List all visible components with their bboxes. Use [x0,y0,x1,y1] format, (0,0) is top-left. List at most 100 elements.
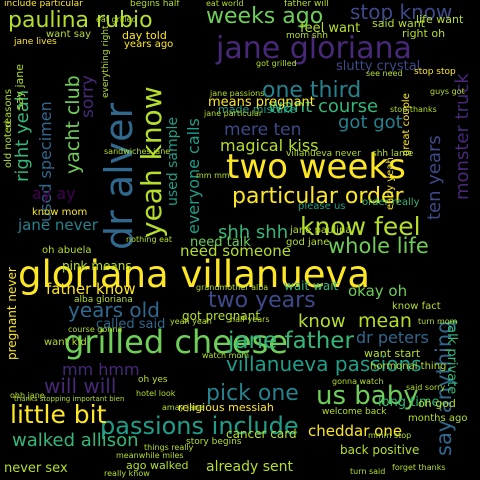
word-cancer-card: cancer card [226,427,297,441]
word-grilled-cheese: grilled cheese [64,323,288,361]
word-turn-said: turn said [350,467,386,476]
word-gloriana-villanueva: gloriana villanueva [18,253,371,296]
word-jane-father: jane father [228,328,354,354]
word-got-got: got got [338,112,403,133]
word-know-feel: know feel [300,212,421,241]
word-hormonal-thing: hormonal thing [370,361,447,372]
word-guys-got: guys got [430,87,465,96]
word-right-oh: right oh [402,27,446,40]
word-stop-stop: stop stop [414,67,456,77]
word-hotel-look: hotel look [136,389,176,398]
word-paulina-rubio: paulina rubio [8,8,153,33]
word-things-really: things really [144,443,194,452]
word-want-course: want course [268,96,379,117]
word-ohh-jane: ohh jane [10,391,45,400]
word-jane-never: jane never [18,216,98,234]
word-god-jane: god jane [286,237,330,248]
word-called-said: called said [96,317,166,332]
word-stop-thanks: stop thanks [390,105,437,114]
word-jane-paulina: jane paulina [290,225,352,236]
word-feel-want: feel want [300,21,361,36]
word-one-third: one third [262,78,362,103]
word-said-want: said want [372,17,426,30]
word-include-particular: include particular [4,0,83,9]
word-us-baby: us baby [316,381,419,411]
word-jane-gloriana: jane gloriana [216,31,412,66]
word-gonna-watch: gonna watch [332,377,384,386]
word-magical-kiss: magical kiss [220,136,319,155]
word-ay-ay: ay ay [32,184,76,203]
word-ten-years: ten years [424,135,445,220]
word-sorry: sorry [78,75,98,118]
word-villanueva-passions: villanueva passions [226,352,422,376]
word-two-weeks: two weeks [226,147,406,187]
word-months-ago: months ago [408,413,468,424]
word-jane-lives: jane lives [14,37,57,47]
word-used-specimen: used specimen [36,101,55,222]
word-see-need: see need [366,69,403,78]
word-back-positive: back positive [340,443,420,457]
word-want-start: want start [364,347,421,360]
word-will-will: will will [44,374,117,398]
word-long-time: long time [378,395,440,410]
word-weeks-ago: weeks ago [206,4,324,29]
word-passions-include: passions include [100,412,299,440]
word-half-years: half years [230,315,270,324]
word-welcome-back: welcome back [322,407,387,417]
word-turn-mom: turn mom [418,317,458,326]
word-slutty-crystal: slutty crystal [336,59,421,74]
word-jane-particular: jane particular [204,109,263,118]
word-said-sorry: said sorry [406,383,446,392]
word-father-will: father will [284,0,329,9]
word-pregnant-never: pregnant never [5,267,19,360]
word-oh-god: oh god [418,397,456,410]
word-never-sex: never sex [4,461,68,476]
word-used-sample: used sample [165,116,181,206]
word-know: know [298,311,346,332]
word-alba-gloriana: alba gloriana [74,295,133,305]
word-great-couple: great couple [401,93,412,156]
word-want-kid: want kid [44,337,87,348]
word-know-mom: know mom [32,207,88,218]
word-life-want: life want [416,13,464,26]
word-pick-one: pick one [206,381,299,406]
word-already-sent: already sent [206,459,294,475]
word-father-know: father know [46,280,136,298]
word-order-really: order really [362,197,420,208]
word-eat-grilled: eat grilled [96,15,137,24]
word-years-old: years old [68,298,160,322]
word-walked-allison: walked allison [12,430,139,451]
word-two-years: two years [208,288,316,313]
word-grandmother-alba: grandmother alba [196,283,269,292]
word-shh-lame: shh lame [372,149,414,159]
word-course-gonna: course gonna [68,325,123,334]
word-shh-shh: shh shh [218,222,289,243]
word-say-jane: say jane [13,63,26,110]
word-means-pregnant: means pregnant [208,95,315,110]
word-begins-half: begins half [130,0,180,9]
word-little-bit: little bit [10,400,107,429]
word-sandwiches-jane: sandwiches jane [104,147,171,156]
word-watch-mom: watch mom [202,351,250,360]
word-villanueva-never: villanueva never [286,149,361,159]
word-wait-wait: wait wait [284,279,339,293]
word-talk-private: talk private [444,320,459,395]
word-dr-peters: dr peters [356,328,429,347]
word-mm-hmm: mm hmm [62,360,140,379]
word-yeah-know: yeah know [135,86,168,238]
word-whole-life: whole life [328,234,429,258]
word-oh-yes: oh yes [138,375,168,385]
word-jane-passions: jane passions [210,89,265,98]
word-particular-order: particular order [232,184,404,209]
word-pink-means: pink means [62,259,132,273]
word-mom-shh: mom shh [286,31,328,41]
word-meanwhile-miles: meanwhile miles [116,451,184,460]
word-mmm-stop: mmm stop [368,431,412,440]
word-mean: mean [358,310,412,332]
word-thanks-stopping: thanks stopping important bien [14,395,125,403]
word-got-pregnant: got pregnant [182,309,261,323]
word-day-told: day told [122,29,167,42]
word-eat-world: eat world [206,0,244,8]
word-okay-oh: okay oh [348,282,408,300]
